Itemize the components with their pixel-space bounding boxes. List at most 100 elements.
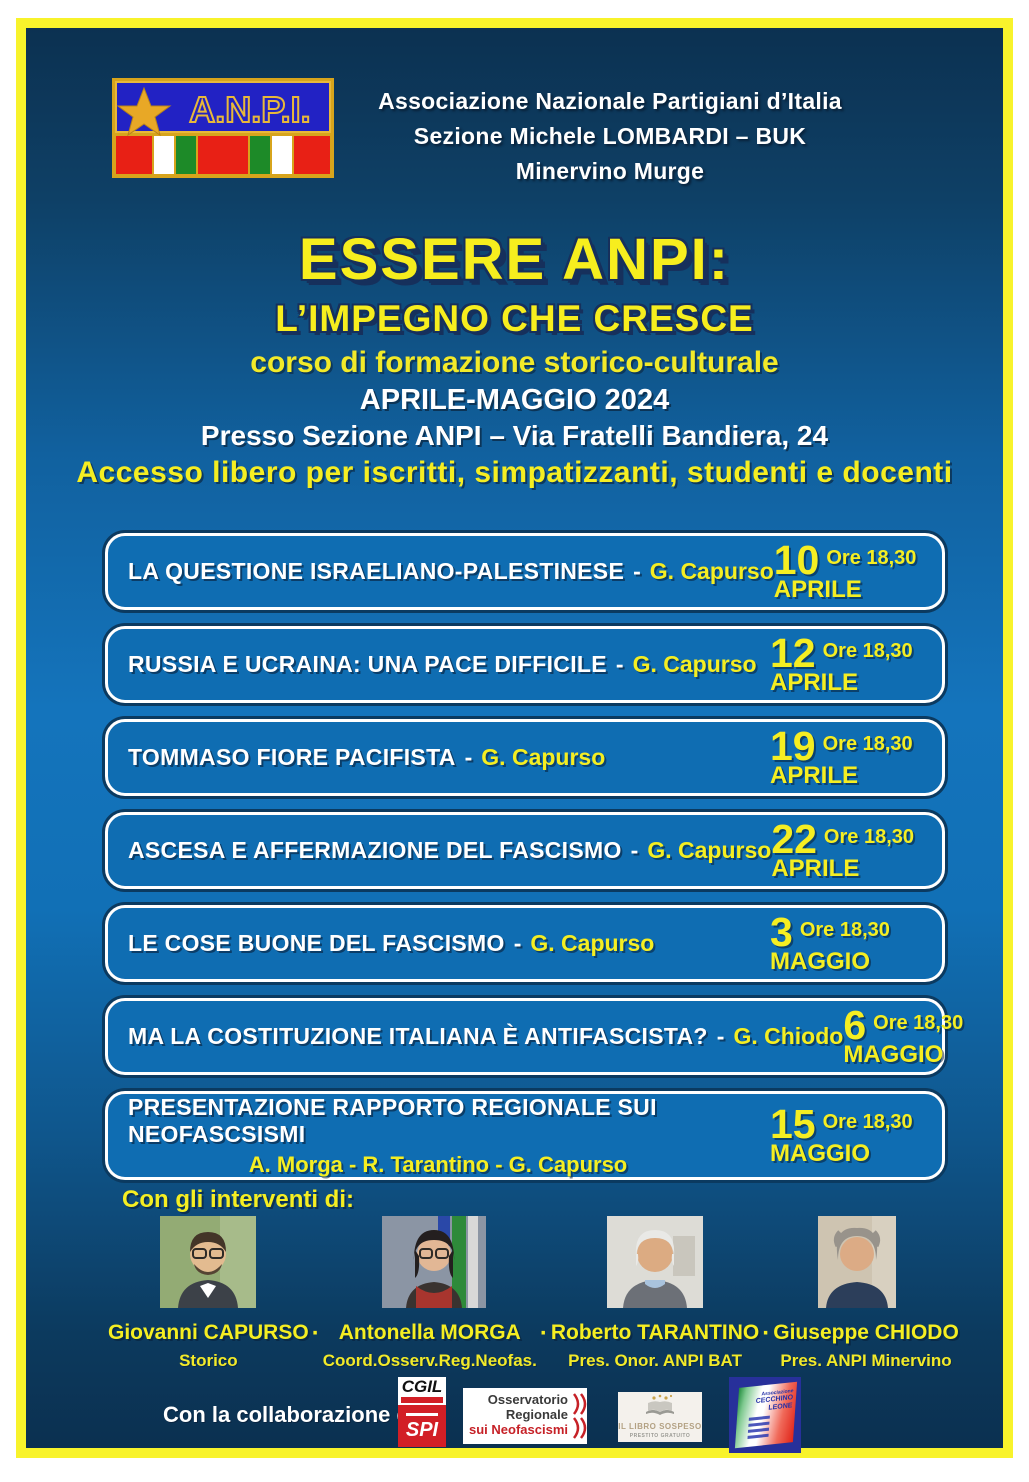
speakers-row: Giovanni CAPURSO Storico ·	[108, 1216, 959, 1371]
dot-separator: ·	[539, 1320, 548, 1347]
event-title: PRESENTAZIONE RAPPORTO REGIONALE SUI NEO…	[128, 1093, 657, 1147]
speaker-photo-capurso	[160, 1216, 257, 1308]
speaker-morga: Antonella MORGA Coord.Osserv.Reg.Neofas.	[323, 1216, 537, 1371]
speaker-tarantino: Roberto TARANTINO Pres. Onor. ANPI BAT	[551, 1216, 759, 1371]
access-note: Accesso libero per iscritti, simpatizzan…	[76, 456, 953, 489]
event-title: LA QUESTIONE ISRAELIANO-PALESTINESE	[128, 558, 625, 584]
libro-sospeso-title: IL LIBRO SOSPESO	[618, 1422, 702, 1431]
event-time: Ore 18,30	[822, 1110, 913, 1133]
anpi-logo-icon: A.N.P.I.	[112, 78, 334, 178]
speaker-name: Giovanni CAPURSO	[108, 1321, 309, 1344]
event-speakers: A. Morga - R. Tarantino - G. Capurso	[248, 1151, 628, 1177]
event-info: PRESENTAZIONE RAPPORTO REGIONALE SUI NEO…	[108, 1094, 770, 1178]
open-book-icon	[646, 1394, 674, 1415]
speakers-heading: Con gli interventi di:	[122, 1186, 354, 1213]
event-month: MAGGIO	[770, 947, 870, 975]
cecchino-leone-card: Associazione CECCHINO LEONE	[734, 1381, 798, 1449]
cgil-logo-text: CGIL	[401, 1377, 443, 1396]
speaker-photo-chiodo	[818, 1216, 914, 1308]
event-date: 12 Ore 18,30 APRILE	[770, 629, 942, 696]
cecchino-detail-bar	[747, 1427, 770, 1433]
event-info: LA QUESTIONE ISRAELIANO-PALESTINESE - G.…	[108, 558, 774, 585]
event-title: MA LA COSTITUZIONE ITALIANA È ANTIFASCIS…	[128, 1023, 708, 1049]
anpi-logo: A.N.P.I.	[112, 78, 334, 178]
osservatorio-line3: sui Neofascismi	[469, 1422, 568, 1437]
event-day: 19	[770, 722, 816, 769]
event-list: LA QUESTIONE ISRAELIANO-PALESTINESE - G.…	[105, 533, 963, 1196]
cecchino-detail-bar	[748, 1421, 770, 1427]
event-separator: -	[630, 837, 639, 863]
event-day: 3	[770, 908, 793, 955]
event-speaker: G. Chiodo	[733, 1023, 844, 1049]
cecchino-detail-bar	[748, 1415, 770, 1421]
event-date: 22 Ore 18,30 APRILE	[771, 815, 943, 882]
event-card-1: LA QUESTIONE ISRAELIANO-PALESTINESE - G.…	[105, 533, 945, 610]
speaker-role: Storico	[179, 1351, 238, 1370]
event-info: TOMMASO FIORE PACIFISTA - G. Capurso	[108, 744, 770, 771]
event-date: 15 Ore 18,30 MAGGIO	[770, 1100, 942, 1167]
event-card-3: TOMMASO FIORE PACIFISTA - G. Capurso 19 …	[105, 719, 945, 796]
event-date: 10 Ore 18,30 APRILE	[773, 536, 946, 603]
poster-title: ESSERE ANPI:	[298, 227, 731, 292]
osservatorio-line1: Osservatorio	[487, 1392, 568, 1407]
event-separator: -	[615, 651, 624, 677]
spi-logo-block: SPI	[398, 1405, 446, 1447]
event-title: TOMMASO FIORE PACIFISTA	[128, 744, 456, 770]
event-separator: -	[633, 558, 641, 584]
cecchino-name-text: CECCHINO LEONE	[755, 1394, 794, 1412]
speaker-name: Roberto TARANTINO	[550, 1321, 760, 1344]
libro-sospeso-logo: IL LIBRO SOSPESO PRESTITO GRATUITO	[618, 1392, 702, 1442]
event-month: APRILE	[771, 854, 860, 882]
course-period: APRILE-MAGGIO 2024	[359, 384, 670, 416]
cecchino-leone-logo: Associazione CECCHINO LEONE	[729, 1377, 801, 1453]
event-day: 15	[770, 1100, 816, 1147]
event-speaker: G. Capurso	[481, 744, 606, 770]
dot-separator: ·	[762, 1320, 771, 1347]
event-month: APRILE	[770, 668, 859, 696]
course-description: corso di formazione storico-culturale	[250, 346, 779, 379]
event-title: LE COSE BUONE DEL FASCISMO	[128, 930, 505, 956]
event-date: 19 Ore 18,30 APRILE	[770, 722, 942, 789]
event-month: APRILE	[773, 575, 862, 603]
event-time: Ore 18,30	[822, 732, 913, 755]
event-date: 3 Ore 18,30 MAGGIO	[770, 908, 942, 975]
osservatorio-text: Osservatorio Regionale sui Neofascismi	[469, 1392, 568, 1441]
osservatorio-logo: Osservatorio Regionale sui Neofascismi	[463, 1388, 587, 1444]
event-day: 12	[770, 629, 816, 676]
collaboration-label: Con la collaborazione di:	[163, 1402, 424, 1427]
speaker-capurso: Giovanni CAPURSO Storico	[108, 1216, 309, 1371]
event-day: 10	[773, 536, 820, 583]
osservatorio-waves-icon	[572, 1393, 587, 1439]
event-card-2: RUSSIA E UCRAINA: UNA PACE DIFFICILE - G…	[105, 626, 945, 703]
speaker-name: Giuseppe CHIODO	[773, 1321, 959, 1344]
event-speaker: G. Capurso	[649, 558, 774, 584]
event-info: ASCESA E AFFERMAZIONE DEL FASCISMO - G. …	[108, 837, 771, 864]
speaker-role: Coord.Osserv.Reg.Neofas.	[322, 1351, 537, 1370]
event-card-7: PRESENTAZIONE RAPPORTO REGIONALE SUI NEO…	[105, 1091, 945, 1180]
event-speaker: G. Capurso	[647, 837, 772, 863]
org-section: Sezione Michele LOMBARDI – BUK	[413, 123, 807, 149]
cgil-spi-logo: CGIL SPI	[398, 1377, 446, 1447]
dot-separator: ·	[311, 1320, 320, 1347]
event-speaker: G. Capurso	[530, 930, 655, 956]
event-info: MA LA COSTITUZIONE ITALIANA È ANTIFASCIS…	[108, 1023, 843, 1050]
speaker-name: Antonella MORGA	[338, 1321, 521, 1344]
speaker-photo-tarantino	[607, 1216, 704, 1308]
event-time: Ore 18,30	[799, 918, 890, 941]
spi-logo-text: SPI	[405, 1419, 439, 1441]
cgil-logo-bar	[401, 1397, 443, 1403]
speaker-role: Pres. ANPI Minervino	[780, 1351, 952, 1370]
event-speaker: G. Capurso	[632, 651, 757, 677]
event-day: 6	[843, 1001, 867, 1048]
speaker-photo-morga	[381, 1216, 486, 1308]
speaker-chiodo: Giuseppe CHIODO Pres. ANPI Minervino	[773, 1216, 959, 1371]
event-month: APRILE	[770, 761, 859, 789]
speaker-role: Pres. Onor. ANPI BAT	[568, 1351, 742, 1370]
event-month: MAGGIO	[770, 1139, 870, 1167]
libro-sospeso-subtitle: PRESTITO GRATUITO	[629, 1433, 691, 1439]
osservatorio-line2: Regionale	[505, 1407, 568, 1422]
event-day: 22	[771, 815, 817, 862]
organization-header: Associazione Nazionale Partigiani d’Ital…	[330, 84, 890, 189]
event-time: Ore 18,30	[822, 639, 913, 662]
